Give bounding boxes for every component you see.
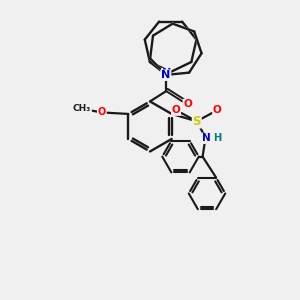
Text: N: N [202,134,211,143]
Text: O: O [172,105,181,115]
Text: N: N [162,68,171,78]
Text: S: S [193,115,201,128]
Text: S: S [193,115,201,128]
Text: O: O [172,105,181,115]
Text: O: O [213,105,222,115]
Text: N: N [161,70,170,80]
Text: O: O [183,99,192,110]
Text: CH₃: CH₃ [73,104,91,113]
Text: N: N [202,134,211,143]
Text: O: O [183,99,192,110]
Text: H: H [213,134,221,143]
Text: O: O [213,105,222,115]
Text: O: O [98,107,106,118]
Text: O: O [98,107,106,118]
Text: CH₃: CH₃ [73,104,91,113]
Text: N: N [161,70,170,80]
Text: H: H [213,134,221,143]
